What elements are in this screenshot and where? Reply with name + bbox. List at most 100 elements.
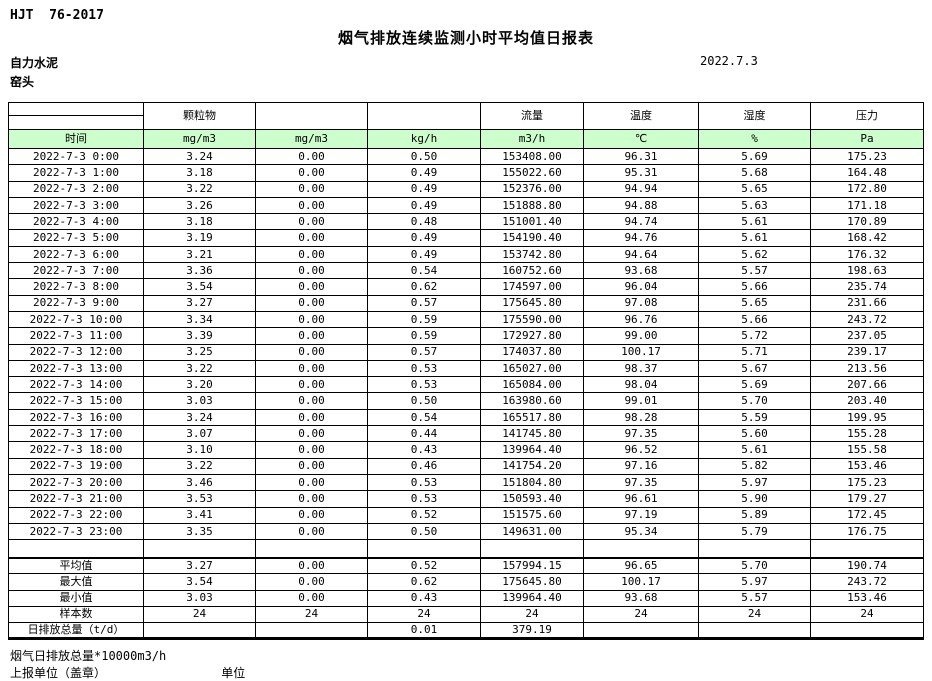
report-unit-label: 上报单位（盖章） bbox=[10, 666, 107, 681]
value-cell: 0.00 bbox=[255, 457, 368, 475]
value-cell: 237.05 bbox=[810, 327, 924, 345]
value-cell: 160752.60 bbox=[480, 262, 584, 280]
unit-header-cell: mg/m3 bbox=[143, 129, 256, 149]
value-cell: 3.21 bbox=[143, 245, 256, 264]
summary-label: 平均值 bbox=[8, 556, 144, 575]
hour-row: 2022-7-3 10:00 3.34 0.00 0.59 175590.00 96.76… bbox=[8, 310, 924, 329]
value-cell: 0.54 bbox=[367, 408, 481, 427]
unit-label: 单位 bbox=[221, 666, 246, 681]
hour-row: 2022-7-3 11:00 3.39 0.00 0.59 172927.80 99.00… bbox=[8, 327, 924, 345]
value-cell: 0.00 bbox=[255, 294, 368, 312]
value-cell: 0.00 bbox=[255, 392, 368, 410]
summary-value-cell: 24 bbox=[583, 605, 699, 623]
value-cell: 149631.00 bbox=[480, 522, 584, 541]
value-cell: 5.68 bbox=[698, 164, 811, 182]
value-cell: 3.27 bbox=[143, 294, 256, 312]
value-cell: 207.66 bbox=[810, 376, 924, 394]
hour-row: 2022-7-3 5:00 3.19 0.00 0.49 154190.40 94.76 5… bbox=[8, 229, 924, 247]
time-cell: 2022-7-3 3:00 bbox=[8, 196, 144, 215]
value-cell: 5.61 bbox=[698, 213, 811, 231]
value-cell: 0.00 bbox=[255, 180, 368, 198]
value-cell: 5.66 bbox=[698, 278, 811, 296]
time-head-bottom-cell bbox=[8, 115, 144, 130]
summary-value-cell bbox=[810, 621, 924, 640]
summary-row-avg: 平均值 3.27 0.00 0.52 157994.15 96.65 5.70 190.74 bbox=[8, 556, 924, 575]
value-cell: 243.72 bbox=[810, 310, 924, 329]
table-header: 颗粒物 流量 温度 湿度 压力 时间 mg/m3 mg/m3 kg/h m3/h ℃% Pa bbox=[8, 102, 924, 149]
value-cell: 5.59 bbox=[698, 408, 811, 427]
value-cell: 176.75 bbox=[810, 522, 924, 541]
hour-row: 2022-7-3 3:00 3.26 0.00 0.49 151888.80 94.88 5… bbox=[8, 196, 924, 215]
time-cell: 2022-7-3 21:00 bbox=[8, 490, 144, 508]
summary-value-cell: 153.46 bbox=[810, 589, 924, 607]
value-cell: 3.18 bbox=[143, 213, 256, 231]
summary-label: 最小值 bbox=[8, 589, 144, 607]
summary-value-cell: 139964.40 bbox=[480, 589, 584, 607]
value-cell: 97.35 bbox=[583, 425, 699, 443]
summary-value-cell: 0.52 bbox=[367, 556, 481, 575]
value-cell: 3.24 bbox=[143, 408, 256, 427]
value-cell: 168.42 bbox=[810, 229, 924, 247]
value-cell: 151804.80 bbox=[480, 473, 584, 492]
value-cell: 165517.80 bbox=[480, 408, 584, 427]
value-cell: 0.57 bbox=[367, 294, 481, 312]
value-cell: 0.00 bbox=[255, 441, 368, 459]
summary-value-cell: 3.27 bbox=[143, 556, 256, 575]
value-cell: 231.66 bbox=[810, 294, 924, 312]
value-cell: 96.52 bbox=[583, 441, 699, 459]
time-cell: 2022-7-3 6:00 bbox=[8, 245, 144, 264]
summary-value-cell: 0.00 bbox=[255, 573, 368, 591]
value-cell: 98.28 bbox=[583, 408, 699, 427]
value-cell: 3.22 bbox=[143, 457, 256, 475]
summary-value-cell: 0.00 bbox=[255, 589, 368, 607]
value-cell: 5.79 bbox=[698, 522, 811, 541]
time-cell: 2022-7-3 18:00 bbox=[8, 441, 144, 459]
unit-header-cell: kg/h bbox=[367, 129, 481, 149]
time-cell: 2022-7-3 23:00 bbox=[8, 522, 144, 541]
summary-value-cell: 24 bbox=[143, 605, 256, 623]
value-cell: 94.76 bbox=[583, 229, 699, 247]
hour-row: 2022-7-3 20:00 3.46 0.00 0.53 151804.80 97.35… bbox=[8, 473, 924, 492]
value-cell: 213.56 bbox=[810, 359, 924, 378]
value-cell: 5.57 bbox=[698, 262, 811, 280]
value-cell: 0.00 bbox=[255, 425, 368, 443]
value-cell: 170.89 bbox=[810, 213, 924, 231]
value-cell: 0.00 bbox=[255, 229, 368, 247]
value-cell: 0.49 bbox=[367, 180, 481, 198]
value-cell: 179.27 bbox=[810, 490, 924, 508]
spacer-cell bbox=[8, 539, 144, 559]
value-cell: 0.53 bbox=[367, 359, 481, 378]
hour-row: 2022-7-3 16:00 3.24 0.00 0.54 165517.80 98.28… bbox=[8, 408, 924, 427]
value-cell: 97.35 bbox=[583, 473, 699, 492]
value-cell: 5.66 bbox=[698, 310, 811, 329]
group-header-cell: 颗粒物 bbox=[143, 102, 256, 130]
value-cell: 3.18 bbox=[143, 164, 256, 182]
value-cell: 5.63 bbox=[698, 196, 811, 215]
value-cell: 141754.20 bbox=[480, 457, 584, 475]
value-cell: 0.43 bbox=[367, 441, 481, 459]
value-cell: 5.60 bbox=[698, 425, 811, 443]
summary-value-cell bbox=[698, 621, 811, 640]
time-head-top-cell bbox=[8, 102, 144, 116]
spacer-cell bbox=[583, 539, 699, 559]
group-header-cell: 压力 bbox=[810, 102, 924, 130]
summary-value-cell: 3.03 bbox=[143, 589, 256, 607]
value-cell: 153742.80 bbox=[480, 245, 584, 264]
value-cell: 141745.80 bbox=[480, 425, 584, 443]
value-cell: 3.41 bbox=[143, 506, 256, 524]
value-cell: 0.00 bbox=[255, 327, 368, 345]
time-cell: 2022-7-3 12:00 bbox=[8, 343, 144, 361]
value-cell: 100.17 bbox=[583, 343, 699, 361]
value-cell: 93.68 bbox=[583, 262, 699, 280]
value-cell: 0.00 bbox=[255, 245, 368, 264]
summary-value-cell: 24 bbox=[810, 605, 924, 623]
value-cell: 0.50 bbox=[367, 392, 481, 410]
footer-note: 烟气日排放总量*10000m3/h bbox=[10, 649, 167, 664]
spacer-cell bbox=[810, 539, 924, 559]
value-cell: 3.35 bbox=[143, 522, 256, 541]
value-cell: 3.25 bbox=[143, 343, 256, 361]
value-cell: 0.00 bbox=[255, 473, 368, 492]
value-cell: 153408.00 bbox=[480, 147, 584, 166]
summary-value-cell: 0.43 bbox=[367, 589, 481, 607]
value-cell: 0.50 bbox=[367, 522, 481, 541]
